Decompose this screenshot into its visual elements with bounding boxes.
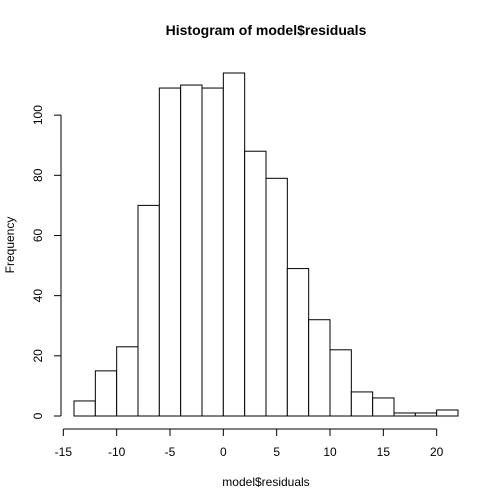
histogram-bar-5	[180, 84, 203, 417]
y-tick-label-2: 40	[31, 289, 45, 303]
histogram-bar-4	[158, 87, 182, 417]
x-axis-label: model$residuals	[222, 475, 309, 489]
x-tick-label-7: 20	[430, 445, 444, 459]
histogram-bar-15	[393, 412, 416, 417]
histogram-bar-17	[436, 409, 459, 417]
histogram-bar-1	[94, 370, 118, 417]
x-tick-label-2: -5	[165, 445, 176, 459]
x-tick-label-5: 10	[323, 445, 337, 459]
x-tick-label-3: 0	[220, 445, 227, 459]
y-tick-label-0: 0	[31, 412, 45, 419]
histogram-bar-9	[265, 177, 288, 417]
histogram-bar-3	[137, 204, 160, 417]
y-axis: 0 20 40 60 80 100	[31, 105, 62, 419]
y-tick-label-4: 80	[31, 168, 45, 182]
histogram-bar-11	[308, 319, 331, 417]
histogram-bar-10	[286, 268, 310, 417]
y-tick-label-5: 100	[31, 105, 45, 125]
y-axis-label: Frequency	[3, 217, 17, 274]
histogram-bar-8	[244, 150, 267, 417]
y-tick-label-1: 20	[31, 349, 45, 363]
histogram-bar-2	[116, 346, 139, 417]
bars-group	[73, 72, 459, 417]
histogram-bar-7	[222, 72, 246, 417]
histogram-bar-6	[201, 87, 224, 417]
chart-title: Histogram of model$residuals	[166, 22, 367, 38]
x-tick-label-1: -10	[108, 445, 126, 459]
histogram-bar-14	[372, 397, 395, 417]
y-tick-label-3: 60	[31, 228, 45, 242]
histogram-bar-0	[73, 400, 96, 417]
x-axis: -15 -10 -5 0 5 10 15 20	[55, 428, 444, 459]
histogram-bar-16	[414, 412, 438, 417]
histogram-bar-12	[329, 349, 352, 417]
x-tick-label-0: -15	[55, 445, 73, 459]
x-tick-label-6: 15	[377, 445, 391, 459]
histogram-bar-13	[350, 391, 374, 417]
x-tick-label-4: 5	[273, 445, 280, 459]
